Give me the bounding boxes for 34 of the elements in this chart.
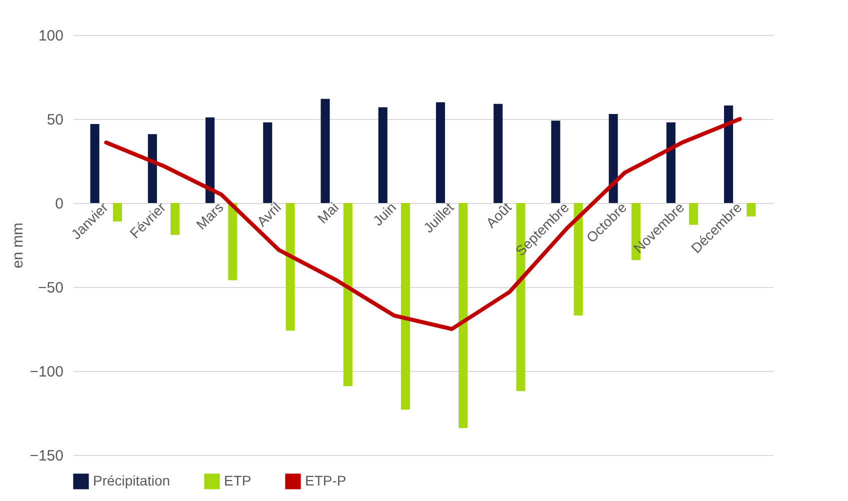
bar — [112, 203, 122, 222]
legend-label: ETP — [224, 472, 252, 488]
bar — [458, 203, 468, 428]
bar — [746, 203, 756, 216]
bar — [551, 120, 560, 203]
bar — [286, 203, 295, 331]
bar — [494, 104, 503, 203]
y-tick-label: 100 — [38, 28, 64, 44]
bar — [608, 114, 618, 203]
bar — [263, 122, 272, 203]
legend-label: ETP-P — [305, 472, 346, 488]
bar — [228, 203, 238, 280]
legend-label: Précipitation — [93, 472, 170, 488]
bar — [148, 134, 157, 203]
y-tick-label: −150 — [30, 448, 64, 464]
bar — [574, 203, 583, 316]
bar — [90, 124, 100, 203]
x-tick-label: Juin — [370, 199, 400, 229]
bar — [400, 203, 410, 410]
y-tick-label: −100 — [30, 364, 64, 380]
y-tick-label: 50 — [46, 112, 64, 128]
bar — [170, 203, 180, 235]
bar — [724, 106, 734, 203]
bar — [378, 107, 388, 203]
bar — [206, 117, 215, 203]
bar — [320, 98, 330, 203]
y-tick-label: 0 — [55, 196, 64, 212]
bar — [436, 102, 446, 203]
y-axis-title: en mm — [10, 222, 27, 268]
x-tick-label: Mai — [314, 199, 342, 226]
y-tick-label: −50 — [38, 280, 64, 296]
bar — [666, 122, 676, 203]
bar — [343, 203, 352, 386]
bar — [689, 203, 698, 225]
